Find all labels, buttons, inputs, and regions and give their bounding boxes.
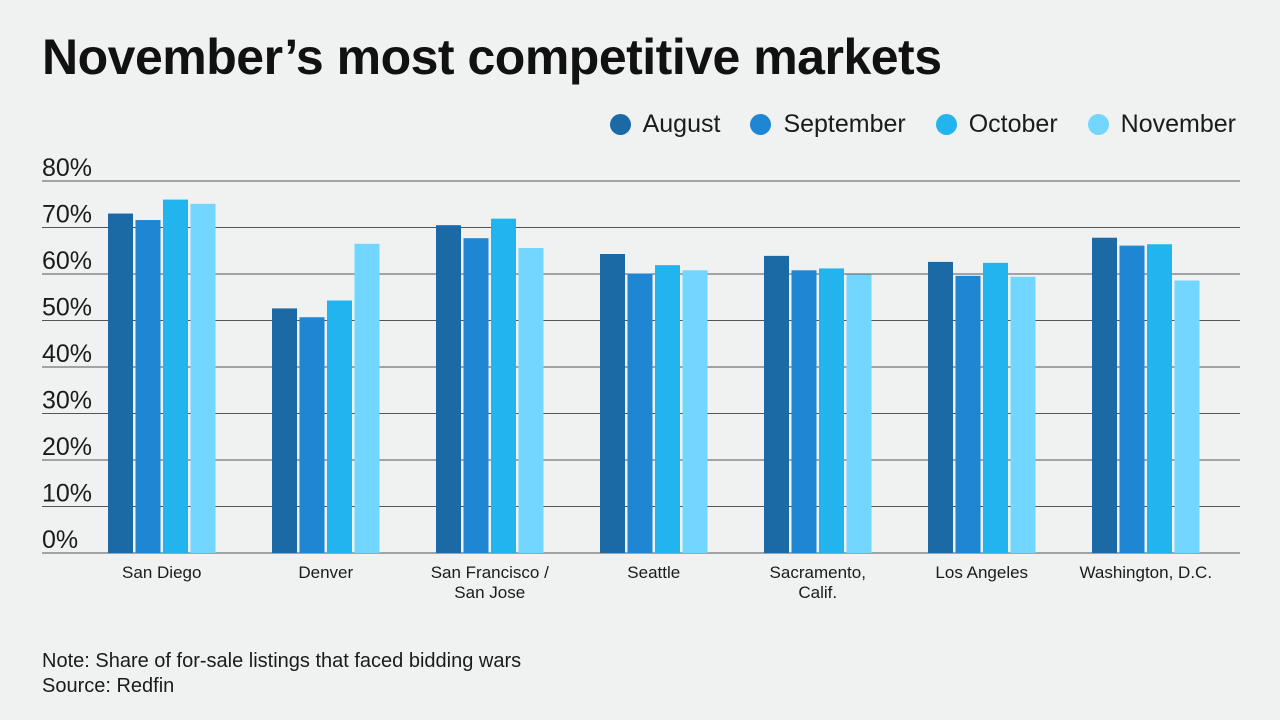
bar	[108, 213, 133, 554]
legend-item-october: October	[935, 110, 1058, 139]
chart-notes: Note: Share of for-sale listings that fa…	[42, 649, 521, 699]
chart-title: November’s most competitive markets	[42, 29, 942, 85]
bar	[1174, 280, 1200, 553]
legend-label-october: October	[968, 110, 1058, 138]
bar	[463, 238, 489, 553]
y-tick-label: 10%	[42, 480, 92, 508]
legend-label-november: November	[1120, 110, 1236, 138]
legend: August September October November	[609, 110, 1236, 139]
legend-label-august: August	[642, 110, 721, 138]
bar	[1010, 276, 1036, 553]
bar	[846, 274, 872, 553]
bar	[163, 199, 188, 553]
bar	[791, 270, 817, 553]
y-tick-label: 0%	[42, 526, 78, 554]
y-tick-label: 50%	[42, 294, 92, 322]
source-text: Source: Redfin	[42, 675, 175, 697]
bar	[764, 255, 789, 554]
legend-item-september: September	[750, 110, 906, 139]
y-tick-label: 40%	[42, 340, 92, 368]
bar	[819, 268, 844, 553]
legend-swatch-october	[935, 114, 957, 135]
bar	[627, 273, 653, 553]
legend-swatch-november	[1087, 114, 1109, 135]
legend-swatch-august	[609, 114, 631, 135]
legend-item-august: August	[609, 110, 721, 139]
x-tick-label: Sacramento, Calif.	[770, 563, 866, 602]
bar	[190, 203, 216, 553]
bar	[928, 261, 953, 553]
y-tick-label: 30%	[42, 387, 92, 415]
y-tick-label: 20%	[42, 433, 92, 461]
legend-label-september: September	[783, 110, 906, 138]
bar	[491, 218, 516, 554]
y-tick-label: 70%	[42, 201, 92, 229]
bar	[354, 243, 380, 553]
bar	[955, 275, 981, 553]
y-tick-label: 80%	[42, 154, 92, 182]
bar	[436, 225, 461, 554]
y-tick-label: 60%	[42, 247, 92, 275]
bar	[682, 270, 708, 553]
legend-swatch-september	[750, 114, 772, 135]
bar	[600, 254, 625, 553]
bar	[299, 317, 325, 553]
note-text: Note: Share of for-sale listings that fa…	[42, 650, 522, 672]
bar	[518, 247, 544, 553]
x-tick-label: Seattle	[627, 563, 680, 582]
bar	[1119, 245, 1145, 553]
bar	[1147, 244, 1172, 554]
bar	[655, 265, 680, 553]
bar	[327, 300, 352, 553]
x-tick-label: San Diego	[122, 563, 201, 582]
x-tick-label: Denver	[298, 563, 353, 582]
bar	[135, 220, 161, 553]
legend-item-november: November	[1087, 110, 1236, 139]
x-tick-label: Los Angeles	[935, 563, 1028, 582]
x-tick-label: Washington, D.C.	[1079, 563, 1212, 582]
bar	[272, 308, 297, 553]
bar	[983, 262, 1008, 553]
bar	[1092, 237, 1117, 554]
x-tick-label: San Francisco / San Jose	[431, 563, 549, 602]
